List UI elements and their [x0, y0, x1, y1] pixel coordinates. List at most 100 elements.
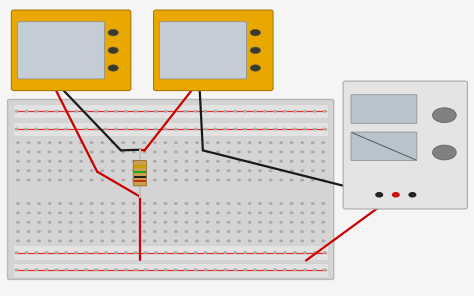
- Circle shape: [111, 221, 114, 223]
- Circle shape: [280, 142, 283, 143]
- Circle shape: [164, 231, 166, 232]
- Circle shape: [175, 240, 177, 242]
- Circle shape: [122, 151, 125, 153]
- Circle shape: [228, 170, 230, 171]
- Circle shape: [214, 252, 217, 253]
- Circle shape: [91, 221, 93, 223]
- Circle shape: [164, 179, 166, 181]
- Circle shape: [206, 221, 209, 223]
- Circle shape: [111, 170, 114, 171]
- Circle shape: [111, 203, 114, 204]
- Circle shape: [301, 142, 303, 143]
- Circle shape: [196, 231, 198, 232]
- Circle shape: [48, 142, 51, 143]
- Circle shape: [238, 203, 240, 204]
- Circle shape: [59, 161, 61, 162]
- Circle shape: [17, 170, 19, 171]
- Circle shape: [259, 212, 261, 214]
- Circle shape: [59, 179, 61, 181]
- Circle shape: [217, 161, 219, 162]
- Circle shape: [264, 110, 266, 112]
- Bar: [134, 171, 146, 173]
- Circle shape: [80, 212, 82, 214]
- Circle shape: [175, 221, 177, 223]
- Circle shape: [101, 231, 103, 232]
- Circle shape: [122, 170, 125, 171]
- Circle shape: [254, 128, 256, 130]
- Circle shape: [108, 47, 118, 54]
- Circle shape: [238, 161, 240, 162]
- Circle shape: [248, 240, 251, 242]
- Circle shape: [125, 128, 127, 130]
- Circle shape: [70, 161, 72, 162]
- Circle shape: [59, 212, 61, 214]
- Circle shape: [234, 252, 237, 253]
- Circle shape: [59, 240, 61, 242]
- Circle shape: [301, 212, 303, 214]
- Circle shape: [16, 128, 18, 130]
- Circle shape: [59, 142, 61, 143]
- Circle shape: [70, 142, 72, 143]
- Circle shape: [27, 212, 30, 214]
- Circle shape: [304, 128, 306, 130]
- Circle shape: [185, 151, 188, 153]
- Circle shape: [185, 221, 188, 223]
- Circle shape: [228, 240, 230, 242]
- Circle shape: [250, 29, 261, 36]
- Circle shape: [206, 240, 209, 242]
- Circle shape: [105, 128, 107, 130]
- Circle shape: [16, 110, 18, 112]
- Circle shape: [196, 142, 198, 143]
- Circle shape: [70, 151, 72, 153]
- Circle shape: [133, 240, 135, 242]
- Circle shape: [101, 203, 103, 204]
- Circle shape: [17, 221, 19, 223]
- Bar: [13, 245, 328, 260]
- Circle shape: [174, 110, 177, 112]
- Circle shape: [27, 240, 30, 242]
- Circle shape: [133, 179, 135, 181]
- Circle shape: [323, 269, 326, 271]
- Circle shape: [91, 142, 93, 143]
- Circle shape: [48, 221, 51, 223]
- Circle shape: [294, 110, 296, 112]
- Circle shape: [254, 252, 256, 253]
- Circle shape: [55, 110, 57, 112]
- Circle shape: [91, 179, 93, 181]
- Circle shape: [206, 203, 209, 204]
- Circle shape: [311, 240, 314, 242]
- FancyBboxPatch shape: [133, 160, 146, 186]
- Circle shape: [122, 142, 125, 143]
- Circle shape: [101, 161, 103, 162]
- Bar: [13, 263, 328, 277]
- Circle shape: [164, 203, 166, 204]
- Circle shape: [111, 231, 114, 232]
- Circle shape: [143, 212, 146, 214]
- Circle shape: [145, 269, 147, 271]
- Circle shape: [35, 269, 37, 271]
- Circle shape: [228, 212, 230, 214]
- Circle shape: [70, 221, 72, 223]
- Circle shape: [45, 252, 47, 253]
- Circle shape: [294, 269, 296, 271]
- Circle shape: [301, 203, 303, 204]
- Circle shape: [38, 240, 40, 242]
- Circle shape: [164, 252, 167, 253]
- Circle shape: [115, 252, 117, 253]
- Circle shape: [91, 212, 93, 214]
- FancyBboxPatch shape: [8, 99, 334, 279]
- Circle shape: [228, 231, 230, 232]
- Circle shape: [91, 170, 93, 171]
- Circle shape: [322, 142, 324, 143]
- Circle shape: [250, 65, 261, 71]
- Circle shape: [248, 170, 251, 171]
- Circle shape: [291, 231, 293, 232]
- Circle shape: [194, 252, 197, 253]
- Circle shape: [294, 128, 296, 130]
- Circle shape: [70, 170, 72, 171]
- Circle shape: [111, 142, 114, 143]
- Circle shape: [48, 170, 51, 171]
- Circle shape: [25, 110, 27, 112]
- Circle shape: [164, 161, 166, 162]
- Circle shape: [111, 179, 114, 181]
